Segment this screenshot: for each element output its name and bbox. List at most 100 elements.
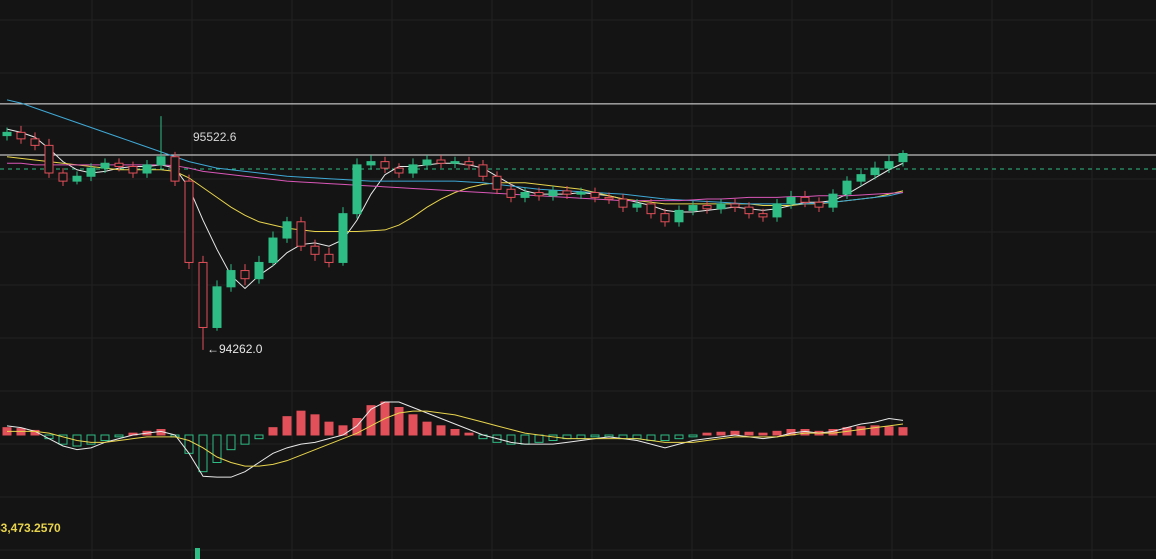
macd-histogram	[114, 434, 124, 438]
candle-body	[562, 190, 572, 195]
candle-body	[44, 144, 54, 174]
macd-histogram	[758, 432, 768, 436]
candle-body	[142, 164, 152, 174]
candle-body	[450, 161, 460, 164]
macd-histogram	[506, 434, 516, 445]
candle-body	[716, 203, 726, 210]
candle-body	[744, 206, 754, 215]
macd-histogram	[30, 429, 40, 436]
macd-histogram	[576, 434, 586, 440]
macd-histogram	[352, 418, 362, 436]
candle-body	[394, 167, 404, 174]
macd-histogram	[716, 431, 726, 436]
volume-label: 83,473.2570	[0, 521, 61, 535]
candle-body	[72, 175, 82, 182]
macd-histogram	[296, 410, 306, 436]
candle-body	[632, 203, 642, 208]
macd-histogram	[660, 434, 670, 441]
macd-histogram	[800, 429, 810, 436]
candle-body	[156, 156, 166, 166]
macd-histogram	[282, 416, 292, 436]
candle-body	[548, 190, 558, 197]
candle-body	[590, 192, 600, 198]
macd-histogram	[702, 432, 712, 436]
candle-body	[128, 166, 138, 174]
candle-body	[338, 213, 348, 263]
candle-body	[464, 161, 474, 166]
candle-body	[198, 261, 208, 328]
candle-body	[772, 203, 782, 218]
candle-body	[436, 159, 446, 164]
moving-average	[6, 99, 904, 205]
macd-histogram	[772, 430, 782, 436]
macd-histogram	[464, 432, 474, 436]
macd-histogram	[674, 434, 684, 440]
macd-histogram	[240, 434, 250, 445]
macd-histogram	[590, 434, 600, 438]
candle-body	[408, 164, 418, 174]
macd-histogram	[86, 434, 96, 445]
candle-body	[814, 201, 824, 208]
candle-body	[604, 196, 614, 200]
candle-body	[870, 167, 880, 176]
macd-histogram	[408, 414, 418, 436]
candle-body	[534, 192, 544, 197]
candle-body	[30, 138, 40, 146]
candle-body	[366, 161, 376, 166]
candle-body	[800, 196, 810, 203]
candle-body	[86, 167, 96, 177]
macd-histogram	[254, 434, 264, 440]
candle-body	[114, 162, 124, 168]
candle-body	[576, 192, 586, 195]
candle-body	[268, 237, 278, 263]
candle-body	[730, 203, 740, 208]
candle-body	[380, 161, 390, 169]
candle-body	[646, 203, 656, 215]
macd-histogram	[436, 425, 446, 436]
macd-histogram	[394, 407, 404, 436]
macd-histogram	[422, 421, 432, 436]
candle-body	[226, 270, 236, 288]
low-arrow: ←	[207, 342, 219, 356]
macd-histogram	[856, 426, 866, 436]
candle-body	[254, 261, 264, 280]
moving-average	[6, 156, 904, 233]
candle-body	[842, 180, 852, 195]
macd-histogram	[226, 434, 236, 451]
candle-body	[674, 209, 684, 223]
candle-body	[786, 196, 796, 205]
macd-histogram	[212, 434, 222, 463]
candle-body	[212, 286, 222, 328]
macd-histogram	[366, 405, 376, 436]
candle-body	[16, 131, 26, 140]
macd-histogram	[744, 431, 754, 436]
candle-body	[184, 180, 194, 263]
volume-bar	[195, 548, 200, 559]
macd-histogram	[198, 434, 208, 473]
macd-histogram	[548, 434, 558, 441]
candle-body	[478, 164, 488, 177]
macd-histogram	[730, 430, 740, 436]
candle-body	[282, 221, 292, 239]
low-label: 94262.0	[219, 342, 263, 356]
candle-body	[100, 162, 110, 169]
candle-body	[2, 131, 12, 137]
candle-body	[492, 175, 502, 190]
macd-histogram	[870, 425, 880, 436]
candle-body	[660, 213, 670, 223]
candle-body	[898, 152, 908, 163]
candle-body	[520, 192, 530, 198]
candle-body	[310, 245, 320, 255]
candle-body	[506, 188, 516, 198]
macd-histogram	[884, 426, 894, 436]
macd-histogram	[898, 427, 908, 436]
candle-body	[240, 270, 250, 280]
candle-body	[58, 172, 68, 182]
candle-body	[352, 164, 362, 215]
macd-histogram	[632, 434, 642, 440]
candle-body	[758, 213, 768, 218]
candle-body	[296, 221, 306, 247]
macd-histogram	[268, 427, 278, 436]
